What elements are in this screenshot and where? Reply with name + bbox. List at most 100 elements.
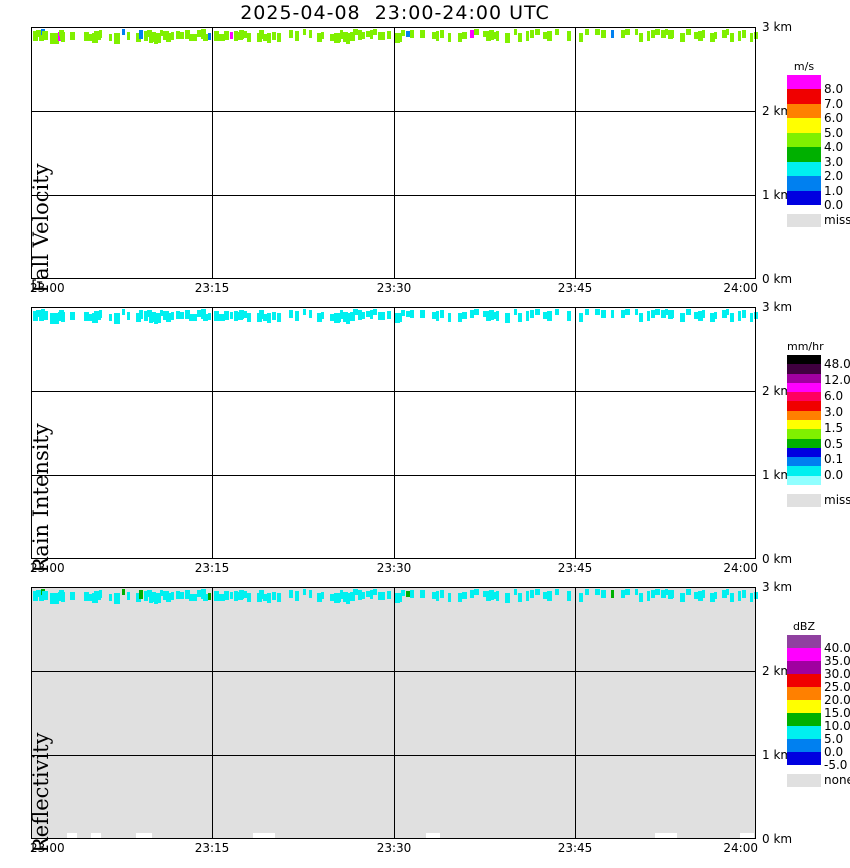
- data-mark: [334, 312, 340, 323]
- data-mark: [721, 590, 727, 598]
- colorbar-swatch: [787, 752, 821, 765]
- data-mark: [655, 589, 661, 595]
- data-mark: [625, 29, 631, 35]
- colorbar-swatch: [787, 475, 821, 485]
- data-mark: [138, 309, 143, 320]
- data-mark: [474, 29, 480, 35]
- data-mark: [330, 593, 335, 601]
- y-tick-2km: 2 km: [762, 664, 793, 678]
- data-mark: [470, 30, 474, 38]
- panel-title-rain-intensity: Rain Intensity: [29, 423, 53, 573]
- data-mark: [135, 313, 141, 322]
- data-mark: [263, 313, 269, 322]
- data-mark: [34, 593, 38, 601]
- colorbar-tick-label: -5.0: [824, 758, 848, 772]
- colorbar-swatch: [787, 89, 821, 104]
- y-tick-2km: 2 km: [762, 104, 793, 118]
- data-mark: [49, 33, 54, 44]
- gridline-horizontal-2km: [31, 111, 756, 112]
- data-mark: [192, 593, 198, 602]
- data-mark: [406, 310, 410, 318]
- data-mark: [370, 309, 374, 320]
- data-mark: [721, 310, 727, 318]
- data-mark: [373, 29, 378, 35]
- data-mark: [546, 311, 552, 321]
- colorbar-missing-label: none: [824, 773, 850, 787]
- data-mark: [488, 590, 495, 601]
- data-mark: [239, 589, 245, 600]
- data-mark: [276, 593, 281, 602]
- data-mark: [729, 313, 734, 322]
- colorbar-tick-label: 0.5: [824, 436, 844, 451]
- colorbar-swatch: [787, 457, 821, 467]
- colorbar-swatch: [787, 103, 821, 119]
- data-mark: [505, 312, 510, 323]
- data-mark: [156, 592, 161, 604]
- data-mark: [668, 309, 673, 319]
- data-mark: [655, 309, 661, 315]
- data-mark: [308, 30, 312, 38]
- ground-clutter-mark: [252, 833, 267, 838]
- data-mark: [219, 313, 225, 321]
- panel-title-reflectivity: Reflectivity: [29, 732, 53, 853]
- colorbar-tick-label: 25.0: [824, 680, 850, 694]
- data-mark: [447, 313, 451, 322]
- panel-title-fall-velocity: Fall Velocity: [29, 163, 53, 293]
- data-mark: [180, 312, 184, 319]
- data-mark: [175, 310, 180, 319]
- data-mark: [330, 313, 335, 321]
- data-mark: [431, 32, 437, 39]
- data-mark: [337, 33, 342, 42]
- data-mark: [94, 30, 100, 38]
- data-mark: [60, 31, 66, 42]
- colorbar-tick-label: 35.0: [824, 654, 850, 668]
- gridline-vertical-3: [575, 307, 576, 559]
- data-mark: [230, 32, 234, 39]
- data-mark: [366, 30, 372, 38]
- colorbar-swatch: [787, 176, 821, 191]
- y-tick-2km: 2 km: [762, 384, 793, 398]
- gridline-vertical-3: [575, 27, 576, 279]
- ground-clutter-mark: [743, 833, 754, 838]
- data-mark: [431, 592, 437, 599]
- data-mark: [462, 312, 467, 319]
- colorbar-tick-label: 6.0: [824, 111, 844, 126]
- data-mark: [143, 591, 148, 601]
- plot-frame: [31, 27, 756, 279]
- data-mark: [197, 310, 202, 317]
- data-mark: [246, 313, 251, 322]
- colorbar-tick-label: 7.0: [824, 96, 844, 111]
- data-mark: [180, 32, 184, 39]
- data-mark: [488, 30, 495, 41]
- data-mark: [542, 312, 547, 319]
- data-mark: [378, 31, 383, 40]
- colorbar-missing-label: miss: [824, 493, 850, 507]
- data-mark: [713, 32, 717, 39]
- data-mark: [151, 31, 156, 42]
- ground-clutter-mark: [429, 833, 440, 838]
- data-mark: [189, 33, 195, 41]
- data-mark: [514, 309, 518, 315]
- data-mark: [84, 592, 89, 601]
- data-mark: [387, 310, 392, 319]
- gridline-vertical-2: [394, 307, 395, 559]
- data-mark: [378, 591, 383, 600]
- data-mark: [159, 309, 163, 316]
- data-mark: [57, 312, 62, 322]
- data-mark: [530, 310, 535, 318]
- data-mark: [435, 311, 439, 321]
- data-mark: [625, 589, 631, 595]
- colorbar-swatch: [787, 739, 821, 752]
- data-mark: [234, 31, 239, 41]
- ground-clutter-mark: [659, 833, 664, 838]
- data-mark: [114, 593, 120, 605]
- data-mark: [701, 590, 705, 598]
- gridline-vertical-1: [212, 587, 213, 839]
- colorbar-swatch: [787, 726, 821, 739]
- data-mark: [492, 592, 498, 599]
- data-mark: [546, 591, 552, 601]
- data-mark: [600, 310, 606, 318]
- data-mark: [697, 591, 703, 601]
- data-mark: [170, 31, 174, 41]
- data-mark: [741, 310, 746, 318]
